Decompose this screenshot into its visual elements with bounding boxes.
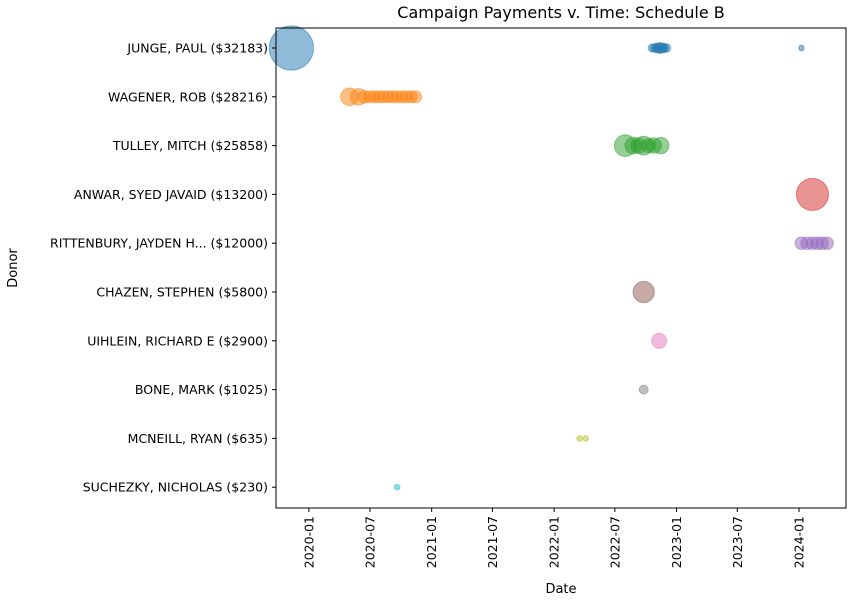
y-tick-label: UIHLEIN, RICHARD E ($2900) — [87, 333, 268, 348]
x-tick-label: 2020-01 — [301, 516, 316, 568]
x-axis: 2020-01 2020-07 2021-01 2021-07 2022-01 2022-… — [301, 508, 807, 568]
data-point — [820, 236, 834, 250]
y-tick-label: ANWAR, SYED JAVAID ($13200) — [74, 187, 268, 202]
x-tick-label: 2023-01 — [669, 516, 684, 568]
x-tick-label: 2023-07 — [730, 516, 745, 568]
y-tick-label: WAGENER, ROB ($28216) — [108, 89, 268, 104]
data-point — [632, 280, 655, 304]
data-point — [576, 435, 583, 442]
y-tick-label: MCNEILL, RYAN ($635) — [128, 431, 268, 446]
data-point — [798, 44, 805, 52]
data-point — [268, 25, 315, 71]
y-axis-title: Donor — [6, 248, 21, 288]
data-point — [582, 435, 589, 442]
data-point — [638, 384, 649, 395]
data-point — [795, 177, 830, 211]
y-tick-label: TULLEY, MITCH ($25858) — [112, 138, 268, 153]
y-tick-label: RITTENBURY, JAYDEN H... ($12000) — [50, 236, 268, 251]
data-point — [652, 136, 670, 155]
x-tick-label: 2020-07 — [362, 516, 377, 568]
y-tick-label: BONE, MARK ($1025) — [135, 382, 268, 397]
x-tick-label: 2021-01 — [424, 516, 439, 568]
data-point — [393, 483, 401, 491]
x-tick-label: 2022-01 — [547, 516, 562, 568]
x-tick-label: 2024-01 — [792, 516, 807, 568]
data-point — [409, 90, 422, 104]
plot-frame — [275, 27, 847, 509]
y-tick-label: SUCHEZKY, NICHOLAS ($230) — [83, 480, 268, 495]
x-tick-label: 2021-07 — [485, 516, 500, 568]
x-axis-title: Date — [545, 582, 576, 597]
y-axis: JUNGE, PAUL ($32183) WAGENER, ROB ($28216… — [50, 41, 276, 495]
data-point — [661, 43, 672, 53]
chart-title: Campaign Payments v. Time: Schedule B — [397, 3, 724, 22]
x-tick-label: 2022-07 — [607, 516, 622, 568]
y-tick-label: JUNGE, PAUL ($32183) — [126, 41, 268, 56]
data-point — [651, 332, 668, 349]
scatter-marks — [268, 25, 834, 491]
y-tick-label: CHAZEN, STEPHEN ($5800) — [96, 285, 268, 300]
